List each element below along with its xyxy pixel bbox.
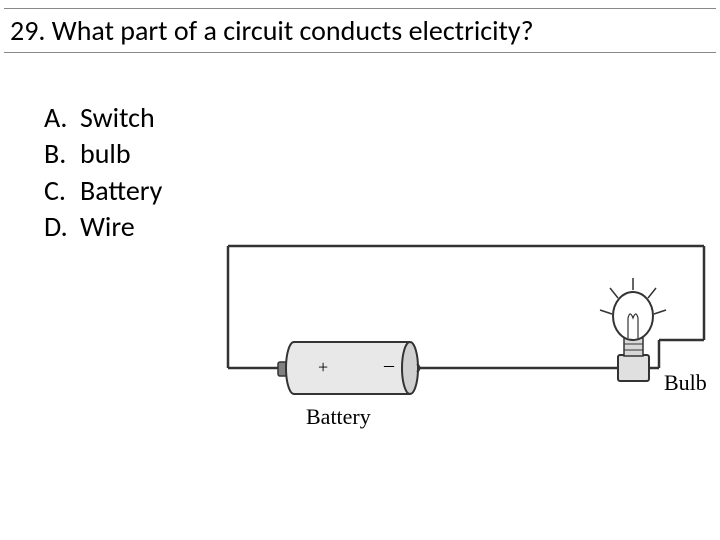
question-number: 29. — [10, 13, 45, 48]
question-container: 29. What part of a circuit conducts elec… — [4, 8, 716, 53]
option-text: Battery — [80, 173, 162, 209]
option-text: bulb — [80, 136, 131, 172]
option-c: C. Battery — [44, 173, 162, 209]
bulb-label: Bulb — [664, 370, 707, 396]
svg-text:+: + — [318, 357, 328, 377]
option-d: D. Wire — [44, 209, 162, 245]
option-letter: C. — [44, 173, 80, 209]
option-text: Switch — [80, 100, 155, 136]
svg-text:–: – — [383, 354, 395, 376]
question-body: What part of a circuit conducts electric… — [52, 13, 534, 48]
option-text: Wire — [80, 209, 135, 245]
circuit-diagram: + – Battery Bulb — [222, 240, 712, 470]
option-letter: D. — [44, 209, 80, 245]
option-b: B. bulb — [44, 136, 162, 172]
battery-label: Battery — [306, 404, 371, 430]
question-text: 29. What part of a circuit conducts elec… — [4, 8, 716, 53]
option-letter: A. — [44, 100, 80, 136]
option-a: A. Switch — [44, 100, 162, 136]
options-list: A. Switch B. bulb C. Battery D. Wire — [44, 100, 162, 246]
circuit-svg: + – — [222, 240, 712, 440]
option-letter: B. — [44, 136, 80, 172]
